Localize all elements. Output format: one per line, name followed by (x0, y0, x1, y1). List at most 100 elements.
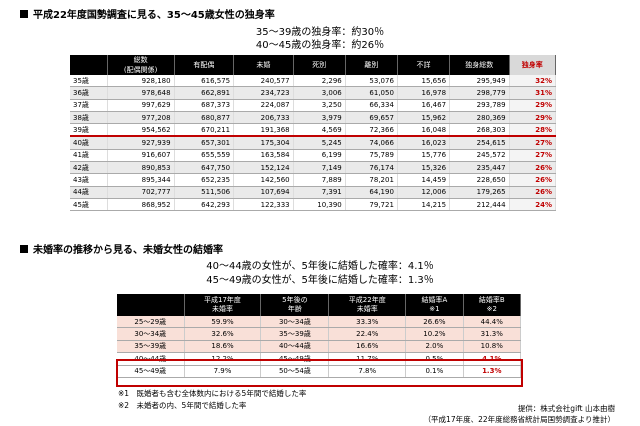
table1-cell: 280,369 (449, 111, 510, 125)
table1-cell: 15,776 (397, 149, 451, 163)
table1-cell: 107,694 (233, 186, 294, 199)
table1-cell: 3,006 (293, 86, 346, 100)
section1-line2: 40～45歳の独身率：約26％ (255, 40, 385, 51)
table1-cell: 268,303 (449, 123, 510, 138)
table1-cell: 657,301 (174, 136, 235, 150)
table2-cell: 0.1% (405, 365, 464, 378)
table1-cell: 24% (509, 198, 557, 212)
table1-cell: 27% (509, 136, 557, 150)
table1-cell: 687,373 (174, 99, 235, 112)
table1-row: 36歳 978,648 662,891 234,723 3,006 61,050 16,97… (70, 86, 557, 100)
age-label: 39歳 (70, 123, 108, 138)
table2-row: 25～29歳 59.9% 30～34歳 33.3% 26.6% 44.4% (117, 316, 522, 329)
footnote-2: ※2 未婚者の内、5年間で結婚した率 (118, 401, 247, 410)
table1-cell: 14,459 (397, 173, 451, 187)
table1-cell: 4,569 (293, 123, 346, 138)
table1-cell: 175,304 (233, 136, 294, 150)
table1-row: 43歳 895,344 652,235 142,560 7,889 78,201 14,45… (70, 173, 557, 187)
table1-cell: 27% (509, 149, 557, 163)
table1-cell: 53,076 (345, 75, 398, 88)
table1-row: 42歳 890,853 647,750 152,124 7,149 76,174 15,32… (70, 161, 557, 175)
marriage-rate-table: 平成17年度 未婚率 5年後の 年齢 平成22年度 未婚率 結婚率A ※1 結婚率B ※2 25～… (117, 294, 522, 378)
singles-rate-table: 総数 (配偶関係) 有配偶 未婚 死別 離別 不詳 独身総数 独身率 35歳 928,180 616… (70, 55, 557, 212)
table1-header-cell: 総数 (配偶関係) (107, 55, 175, 75)
table2-cell: 35～39歳 (260, 327, 330, 341)
age-range-label: 45～49歳 (117, 365, 185, 378)
table1-cell: 75,789 (345, 149, 398, 163)
table1-cell: 16,978 (397, 86, 451, 100)
table1-cell: 15,326 (397, 161, 451, 175)
table1-cell: 652,235 (174, 173, 235, 187)
table1-cell: 122,333 (233, 198, 294, 212)
table1-row: 35歳 928,180 616,575 240,577 2,296 53,076 15,65… (70, 75, 557, 88)
table1-header-cell (70, 55, 108, 75)
age-range-label: 30～34歳 (117, 327, 185, 341)
table1-cell: 234,723 (233, 86, 294, 100)
table2-cell: 33.3% (328, 316, 407, 329)
age-range-label: 40～44歳 (117, 352, 185, 366)
table2-cell: 50～54歳 (260, 365, 330, 378)
table1-cell: 72,366 (345, 123, 398, 138)
section2-title: 未婚率の推移から見る、未婚女性の結婚率 (20, 241, 223, 256)
table2-cell: 59.9% (184, 316, 262, 329)
table1-cell: 927,939 (107, 136, 175, 150)
table1-cell: 76,174 (345, 161, 398, 175)
table1-cell: 212,444 (449, 198, 510, 212)
table1-cell: 74,066 (345, 136, 398, 150)
table1-cell: 7,391 (293, 186, 346, 199)
age-label: 35歳 (70, 75, 108, 88)
table1-cell: 26% (509, 173, 557, 187)
table2-cell: 45～49歳 (260, 352, 330, 366)
table2-cell: 32.6% (184, 327, 262, 341)
table2-cell: 16.6% (328, 340, 407, 354)
table1-cell: 2,296 (293, 75, 346, 88)
table1-cell: 890,853 (107, 161, 175, 175)
table2-cell: 10.8% (463, 340, 522, 354)
table2-cell: 1.3% (463, 365, 522, 378)
table2-header-cell (117, 294, 185, 316)
section2-line1: 40～44歳の女性が、5年後に結婚した確率：4.1％ (206, 261, 434, 272)
table1-cell: 29% (509, 111, 557, 125)
table1-header-cell: 有配偶 (174, 55, 235, 75)
table2-cell: 44.4% (463, 316, 522, 329)
table1-cell: 15,656 (397, 75, 451, 88)
table1-cell: 14,215 (397, 198, 451, 212)
table1-cell: 5,245 (293, 136, 346, 150)
table1-cell: 28% (509, 123, 557, 138)
table1-row: 44歳 702,777 511,506 107,694 7,391 64,190 12,00… (70, 186, 557, 199)
table2-cell: 4.1% (463, 352, 522, 366)
table1-cell: 977,208 (107, 111, 175, 125)
table1-cell: 293,789 (449, 99, 510, 112)
table1-cell: 228,650 (449, 173, 510, 187)
table1-header-cell: 離別 (345, 55, 398, 75)
table2-header-cell: 結婚率B ※2 (463, 294, 522, 316)
table2-cell: 31.3% (463, 327, 522, 341)
table1-cell: 511,506 (174, 186, 235, 199)
table1-cell: 680,877 (174, 111, 235, 125)
table1-cell: 224,087 (233, 99, 294, 112)
table2-cell: 11.7% (328, 352, 407, 366)
table1-cell: 191,368 (233, 123, 294, 138)
credit-line2: （平成17年度、22年度総務省統計局国勢調査より推計） (423, 415, 615, 424)
age-range-label: 35～39歳 (117, 340, 185, 354)
age-label: 37歳 (70, 99, 108, 112)
table2-cell: 12.2% (184, 352, 262, 366)
section1-title: 平成22年度国勢調査に見る、35～45歳女性の独身率 (20, 6, 275, 21)
table1-cell: 12,006 (397, 186, 451, 199)
table2-cell: 22.4% (328, 327, 407, 341)
table1-cell: 642,293 (174, 198, 235, 212)
table1-cell: 254,615 (449, 136, 510, 150)
table1-cell: 670,211 (174, 123, 235, 138)
table1-cell: 245,572 (449, 149, 510, 163)
table1-cell: 916,607 (107, 149, 175, 163)
table2-cell: 30～34歳 (260, 316, 330, 329)
table1-cell: 26% (509, 161, 557, 175)
table1-row: 37歳 997,629 687,373 224,087 3,250 66,334 16,46… (70, 99, 557, 112)
table1-cell: 179,265 (449, 186, 510, 199)
table1-cell: 3,979 (293, 111, 346, 125)
table1-cell: 298,779 (449, 86, 510, 100)
table1-cell: 142,560 (233, 173, 294, 187)
table1-cell: 3,250 (293, 99, 346, 112)
table2-cell: 26.6% (405, 316, 464, 329)
table1-cell: 295,949 (449, 75, 510, 88)
